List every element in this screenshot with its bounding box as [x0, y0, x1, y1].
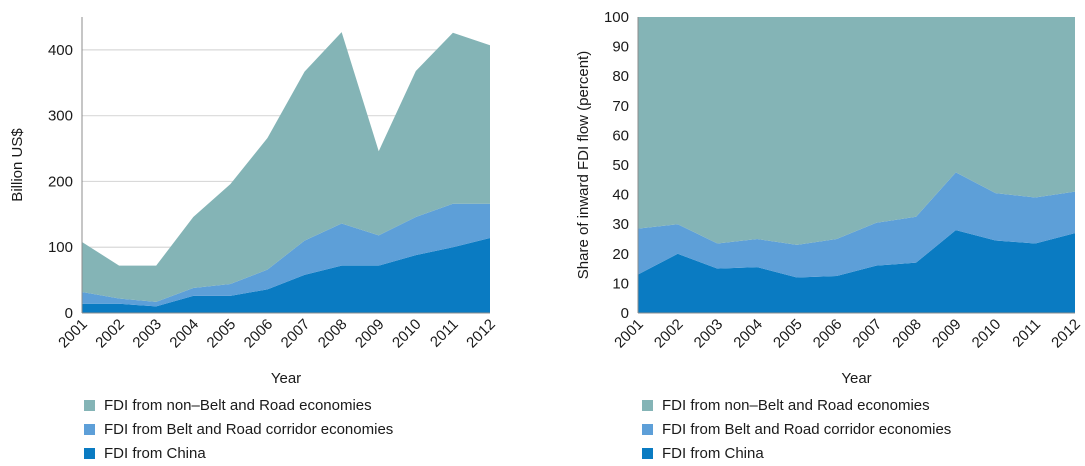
- y-tick-label: 70: [612, 98, 629, 115]
- x-tick-label: 2001: [611, 316, 647, 352]
- y-tick-label: 100: [48, 239, 73, 256]
- x-tick-label: 2007: [278, 316, 314, 352]
- area-series: [82, 32, 490, 302]
- area-series: [638, 172, 1075, 278]
- x-tick-label: 2005: [204, 316, 240, 352]
- y-tick-label: 100: [604, 9, 629, 26]
- y-tick-label: 80: [612, 68, 629, 85]
- x-tick-label: 2007: [850, 316, 886, 352]
- x-tick-label: 2011: [427, 316, 462, 351]
- x-axis-title: Year: [271, 370, 301, 387]
- legend-swatch: [642, 400, 653, 411]
- x-axis-title: Year: [841, 370, 871, 387]
- x-tick-label: 2005: [770, 316, 806, 352]
- y-tick-label: 90: [612, 39, 629, 56]
- legend-swatch: [642, 448, 653, 459]
- x-tick-label: 2009: [352, 316, 388, 352]
- x-tick-label: 2003: [129, 316, 165, 352]
- x-tick-label: 2001: [55, 316, 91, 352]
- legend-label: FDI from Belt and Road corridor economie…: [662, 421, 951, 438]
- y-tick-label: 0: [65, 305, 73, 322]
- x-tick-label: 2003: [691, 316, 727, 352]
- y-tick-label: 30: [612, 216, 629, 233]
- legend-swatch: [84, 448, 95, 459]
- x-tick-label: 2004: [730, 316, 766, 352]
- legend-label: FDI from China: [104, 445, 206, 462]
- x-tick-label: 2010: [389, 316, 425, 352]
- x-tick-label: 2006: [241, 316, 277, 352]
- area-series: [82, 203, 490, 307]
- x-tick-label: 2008: [315, 316, 351, 352]
- y-tick-label: 300: [48, 108, 73, 125]
- x-tick-label: 2011: [1009, 316, 1044, 351]
- x-tick-label: 2006: [810, 316, 846, 352]
- y-tick-label: 0: [621, 305, 629, 322]
- y-axis-title: Billion US$: [9, 128, 26, 202]
- legend-swatch: [84, 424, 95, 435]
- x-tick-label: 2002: [651, 316, 687, 352]
- y-axis-title: Share of inward FDI flow (percent): [575, 51, 592, 279]
- legend-label: FDI from non–Belt and Road economies: [104, 397, 372, 414]
- legend-label: FDI from Belt and Road corridor economie…: [104, 421, 393, 438]
- area-series: [82, 238, 490, 313]
- y-tick-label: 40: [612, 187, 629, 204]
- y-tick-label: 60: [612, 127, 629, 144]
- x-tick-label: 2012: [463, 316, 499, 352]
- legend-swatch: [642, 424, 653, 435]
- y-tick-label: 20: [612, 246, 629, 263]
- area-series: [638, 230, 1075, 313]
- x-tick-label: 2008: [889, 316, 925, 352]
- y-tick-label: 50: [612, 157, 629, 174]
- x-tick-label: 2002: [92, 316, 128, 352]
- y-tick-label: 400: [48, 42, 73, 59]
- legend-label: FDI from China: [662, 445, 764, 462]
- y-tick-label: 10: [612, 275, 629, 292]
- area-series: [638, 17, 1075, 245]
- legend-label: FDI from non–Belt and Road economies: [662, 397, 930, 414]
- x-tick-label: 2004: [166, 316, 202, 352]
- legend-swatch: [84, 400, 95, 411]
- y-tick-label: 200: [48, 173, 73, 190]
- x-tick-label: 2009: [929, 316, 965, 352]
- x-tick-label: 2010: [969, 316, 1005, 352]
- x-tick-label: 2012: [1048, 316, 1084, 352]
